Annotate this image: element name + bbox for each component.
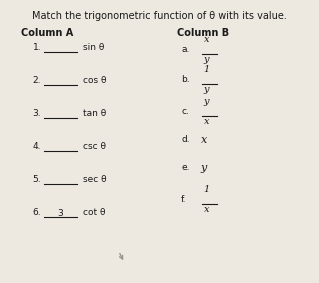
Text: x: x [204, 117, 209, 126]
Text: cot θ: cot θ [84, 208, 106, 217]
Text: 1: 1 [204, 65, 210, 74]
Text: x: x [204, 35, 209, 44]
Text: e.: e. [181, 163, 189, 172]
Text: d.: d. [181, 135, 190, 144]
Text: cos θ: cos θ [84, 76, 107, 85]
Text: x: x [201, 135, 207, 145]
Text: 1.: 1. [33, 43, 41, 52]
Text: b.: b. [181, 75, 190, 84]
Text: y: y [201, 163, 207, 173]
Text: sec θ: sec θ [84, 175, 107, 184]
Text: c.: c. [181, 107, 189, 116]
Text: Match the trigonometric function of θ with its value.: Match the trigonometric function of θ wi… [32, 11, 287, 21]
Text: 4.: 4. [33, 142, 41, 151]
Text: x: x [204, 205, 209, 214]
Text: 3.: 3. [33, 109, 41, 118]
Text: y: y [204, 97, 209, 106]
Text: 1: 1 [204, 185, 210, 194]
Text: f.: f. [181, 195, 187, 204]
Text: sin θ: sin θ [84, 43, 105, 52]
Text: y: y [204, 85, 209, 94]
Text: Column A: Column A [21, 28, 73, 38]
Text: csc θ: csc θ [84, 142, 107, 151]
Text: 6.: 6. [33, 208, 41, 217]
Text: tan θ: tan θ [84, 109, 107, 118]
Text: a.: a. [181, 45, 189, 54]
Text: 2.: 2. [33, 76, 41, 85]
Text: y: y [204, 55, 209, 64]
Text: 5.: 5. [33, 175, 41, 184]
Text: 3: 3 [58, 209, 63, 218]
Text: Column B: Column B [177, 28, 229, 38]
